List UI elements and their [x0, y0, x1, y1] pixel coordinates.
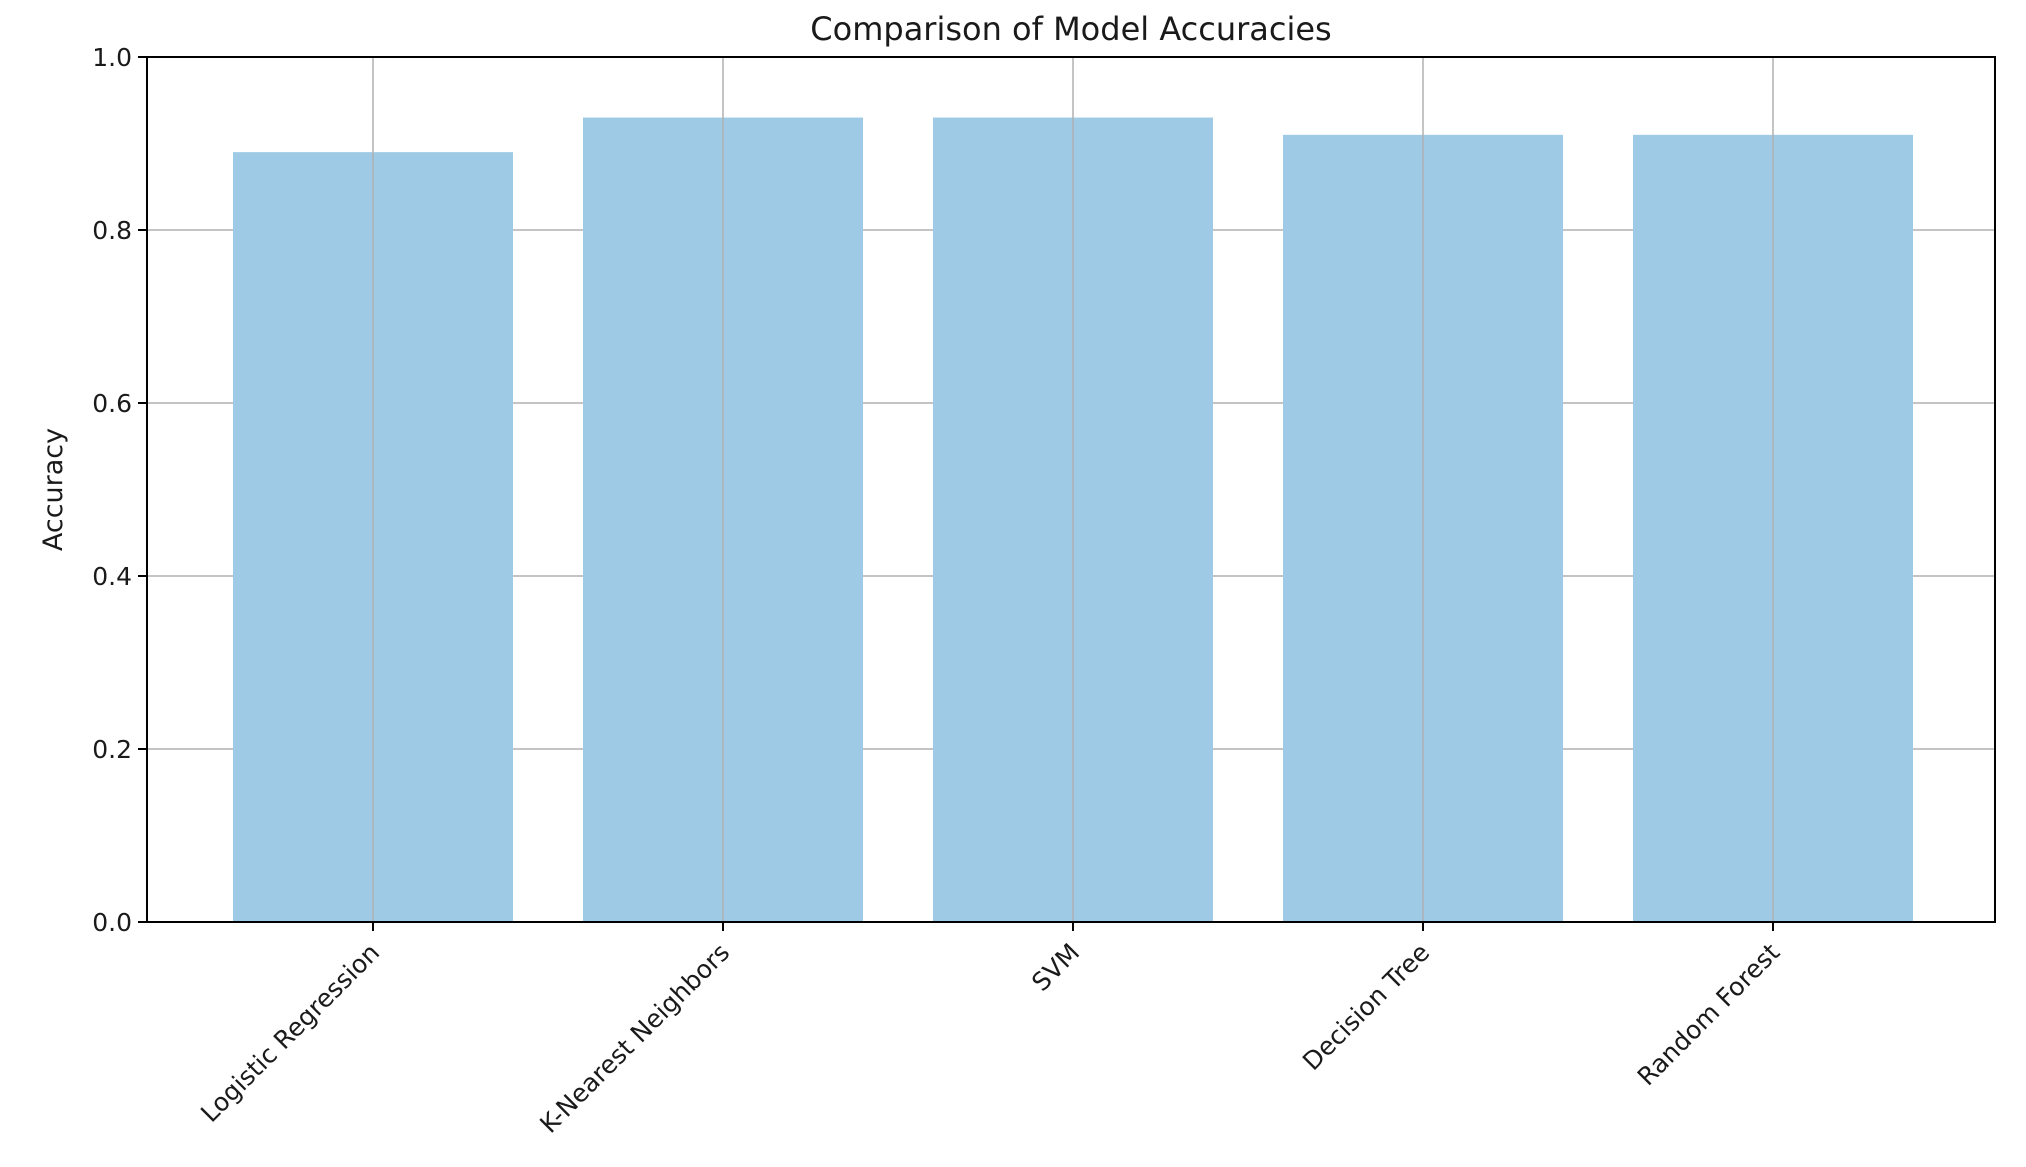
- x-ticks-layer: Logistic Regression K-Nearest Neighbors SV…: [195, 922, 1785, 1139]
- x-tick-label: Logistic Regression: [195, 938, 385, 1128]
- vertical-grid-layer: [372, 57, 1774, 922]
- y-tick-label: 0.6: [92, 389, 132, 418]
- y-axis-label: Accuracy: [38, 428, 69, 551]
- x-tick-label: K-Nearest Neighbors: [534, 938, 735, 1139]
- x-tick-label: SVM: [1026, 938, 1085, 997]
- x-tick-label: Decision Tree: [1297, 938, 1435, 1076]
- y-tick-label: 1.0: [92, 43, 132, 72]
- y-tick-label: 0.2: [92, 735, 132, 764]
- y-tick-label: 0.8: [92, 216, 132, 245]
- y-tick-label: 0.0: [92, 908, 132, 937]
- chart-title: Comparison of Model Accuracies: [810, 10, 1331, 48]
- y-tick-label: 0.4: [92, 562, 132, 591]
- x-tick-label: Random Forest: [1632, 938, 1786, 1092]
- y-ticks-layer: 0.0 0.2 0.4 0.6 0.8 1.0: [92, 43, 147, 937]
- plot-frame: [146, 56, 1996, 923]
